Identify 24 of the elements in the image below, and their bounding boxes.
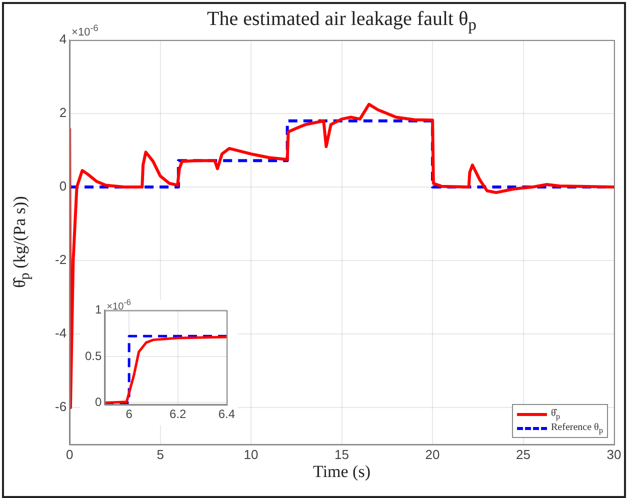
y-tick-label: -2 — [54, 252, 67, 268]
chart-title: The estimated air leakage fault θ$_{p}$ — [207, 8, 476, 35]
x-tick-label: 10 — [244, 446, 258, 462]
y-tick-label: 2 — [59, 105, 67, 120]
legend-label: θ̂$_{p}$ — [551, 408, 560, 421]
annotation: ×10$^{-6}$ — [106, 297, 132, 313]
y-tick-label: 0.5 — [84, 348, 102, 363]
x-axis-title: Time (s) — [313, 462, 370, 482]
y-tick-label: -6 — [54, 399, 67, 414]
x-tick-label: 6.2 — [170, 407, 187, 422]
x-tick-label: 5 — [156, 446, 164, 462]
x-tick-label: 20 — [425, 446, 440, 462]
x-tick-label: 25 — [516, 446, 530, 462]
y-tick-label: -4 — [54, 326, 67, 341]
x-tick-label: 30 — [606, 446, 622, 462]
y-tick-label: 4 — [59, 32, 67, 47]
legend-label: Reference θ$_{p}$ — [551, 422, 603, 435]
x-tick-label: 6 — [126, 407, 133, 422]
y-tick-label: 1 — [94, 302, 102, 317]
x-tick-label: 6.4 — [218, 407, 236, 422]
y-tick-label: 0 — [59, 178, 67, 194]
text: ×10$^{-6}$ — [72, 23, 98, 39]
y-tick-label: 0 — [94, 395, 102, 410]
x-tick-label: 15 — [334, 446, 350, 462]
